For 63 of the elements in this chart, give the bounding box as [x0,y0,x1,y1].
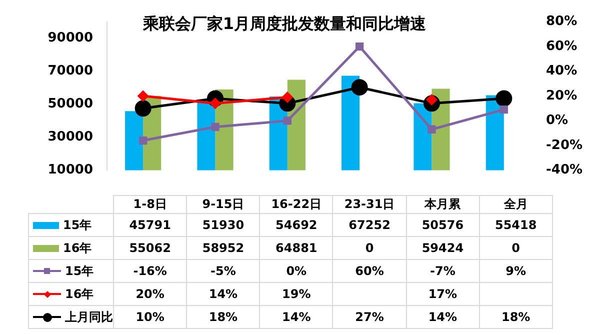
data-label: 18% [186,306,260,328]
data-label: 67252 [332,214,406,236]
data-label: -7% [406,260,480,282]
data-label: 20% [114,282,187,306]
point [283,116,292,125]
point [138,90,148,102]
y-tick-label: 30000 [48,130,93,145]
data-label: 51930 [186,214,260,236]
data-label: 55062 [114,236,187,260]
data-label: 27% [332,306,406,328]
point [211,122,220,131]
data-label: 18% [479,306,552,328]
data-label: 60% [332,260,406,282]
point [139,136,148,145]
y2-tick-label: 40% [546,64,578,79]
data-label: 54692 [260,214,333,236]
x-tick-label: 1-8日 [114,196,187,214]
legend-label: 15年 [28,214,114,236]
y2-tick-label: 20% [546,88,578,104]
data-label: 50576 [406,214,480,236]
data-label: 14% [260,306,333,328]
data-label: 14% [406,306,480,328]
y-tick-label: 90000 [48,30,93,46]
point [496,90,512,107]
data-label: 10% [114,306,187,328]
legend-label: 上月同比 [28,306,114,328]
y-tick-label: 70000 [48,64,93,79]
data-label: 64881 [260,236,333,260]
data-label: 19% [260,282,333,306]
data-label: 59424 [406,236,480,260]
data-label: 0% [260,260,333,282]
point [500,106,508,114]
data-label: 58952 [186,236,260,260]
legend-label: 16年 [28,236,114,260]
x-tick-label: 16-22日 [260,196,333,214]
point [356,42,364,51]
data-label: -5% [186,260,260,282]
y2-tick-label: 0% [546,113,568,128]
data-label: 17% [406,282,480,306]
y2-tick-label: -40% [546,162,583,178]
y2-tick-label: -20% [546,138,583,153]
y-tick-label: 50000 [48,96,93,112]
data-label: 14% [186,282,260,306]
data-label: 45791 [114,214,187,236]
text: 0 [365,241,374,255]
point [351,79,368,96]
point [282,92,293,102]
point [428,125,436,134]
data-label: 55418 [479,214,552,236]
y-tick-label: 10000 [48,162,93,178]
legend-label: 16年 [28,282,114,306]
point [134,100,152,117]
chart-title: 乘联会厂家1月周度批发数量和同比增速 [142,14,426,33]
x-tick-label: 全月 [479,196,552,214]
x-tick-label: 23-31日 [332,196,406,214]
x-tick-label: 本月累 [406,196,480,214]
data-label: -16% [114,260,187,282]
text: 0 [512,241,520,255]
x-tick-label: 9-15日 [186,196,260,214]
y2-tick-label: 80% [546,14,578,30]
y2-tick-label: 60% [546,38,578,54]
legend-label: 15年 [28,260,114,282]
data-label: 9% [479,260,552,282]
